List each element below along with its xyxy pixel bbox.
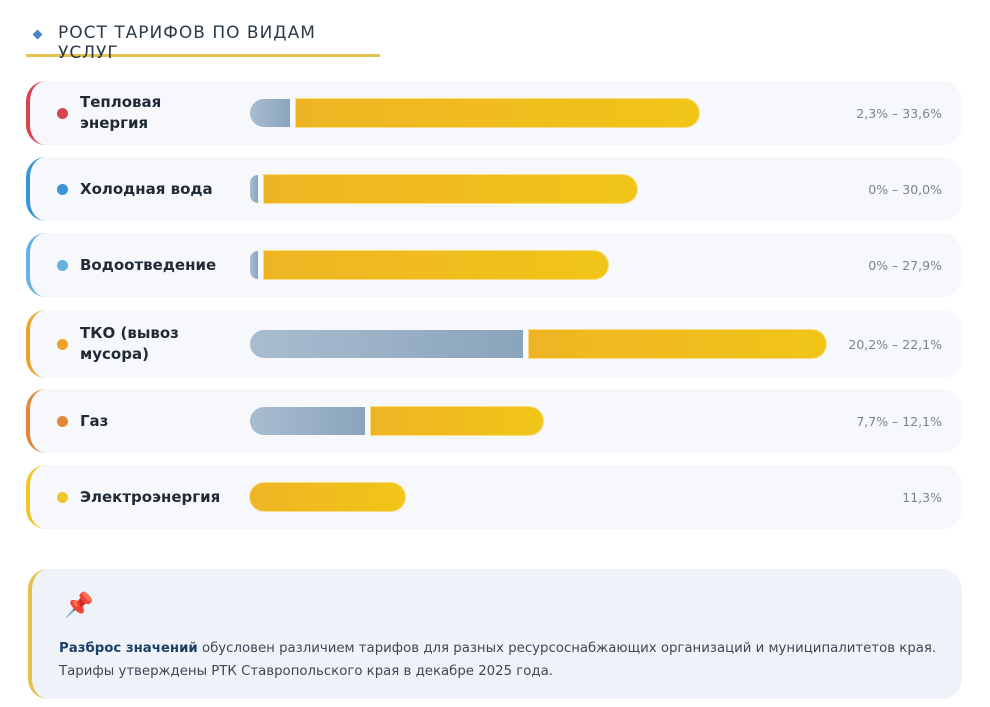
growth-bar xyxy=(264,251,608,279)
diamond-icon xyxy=(32,29,43,40)
row-value: 7,7% – 12,1% xyxy=(856,413,942,429)
base-bar xyxy=(250,175,258,203)
page-title: РОСТ ТАРИФОВ ПО ВИДАМ УСЛУГ xyxy=(58,23,316,63)
base-bar xyxy=(250,330,523,358)
range-bar xyxy=(30,251,962,279)
tariff-row: Электроэнергия 11,3% xyxy=(26,465,962,529)
range-bar xyxy=(30,483,962,511)
range-bar xyxy=(30,99,962,127)
growth-bar xyxy=(529,330,826,358)
growth-bar xyxy=(250,483,405,511)
color-dot-icon xyxy=(57,107,68,119)
tariff-row: Холодная вода 0% – 30,0% xyxy=(26,157,962,221)
color-dot-icon xyxy=(57,259,68,271)
tariff-row: ТКО (вывоз мусора) 20,2% – 22,1% xyxy=(26,310,962,378)
row-value: 2,3% – 33,6% xyxy=(856,105,942,121)
growth-bar xyxy=(371,407,543,435)
info-note: 📌 Разброс значений обусловен различием т… xyxy=(28,569,962,699)
row-value: 11,3% xyxy=(902,489,942,505)
row-value: 0% – 27,9% xyxy=(868,257,942,273)
base-bar xyxy=(250,99,290,127)
note-text: Разброс значений обусловен различием тар… xyxy=(59,641,937,679)
section-header: РОСТ ТАРИФОВ ПО ВИДАМ УСЛУГ xyxy=(26,20,380,63)
base-bar xyxy=(250,251,258,279)
base-bar xyxy=(250,407,365,435)
growth-bar xyxy=(296,99,699,127)
row-label: ТКО (вывоз мусора) xyxy=(80,324,179,363)
color-dot-icon xyxy=(57,338,68,350)
row-label: Тепловая энергия xyxy=(80,93,162,132)
note-bold: Разброс значений xyxy=(59,641,198,656)
range-bar xyxy=(30,407,962,435)
row-label: Холодная вода xyxy=(80,179,213,198)
row-label: Электроэнергия xyxy=(80,487,221,506)
row-label: Водоотведение xyxy=(80,255,217,274)
tariff-row: Водоотведение 0% – 27,9% xyxy=(26,233,962,297)
range-bar xyxy=(30,330,962,358)
color-dot-icon xyxy=(57,415,68,427)
row-value: 20,2% – 22,1% xyxy=(848,336,942,352)
color-dot-icon xyxy=(57,183,68,195)
tariff-row: Тепловая энергия 2,3% – 33,6% xyxy=(26,81,962,145)
growth-bar xyxy=(264,175,637,203)
color-dot-icon xyxy=(57,491,68,503)
row-value: 0% – 30,0% xyxy=(868,181,942,197)
pushpin-icon: 📌 xyxy=(64,591,94,619)
range-bar xyxy=(30,175,962,203)
row-label: Газ xyxy=(80,411,109,430)
tariff-row: Газ 7,7% – 12,1% xyxy=(26,389,962,453)
